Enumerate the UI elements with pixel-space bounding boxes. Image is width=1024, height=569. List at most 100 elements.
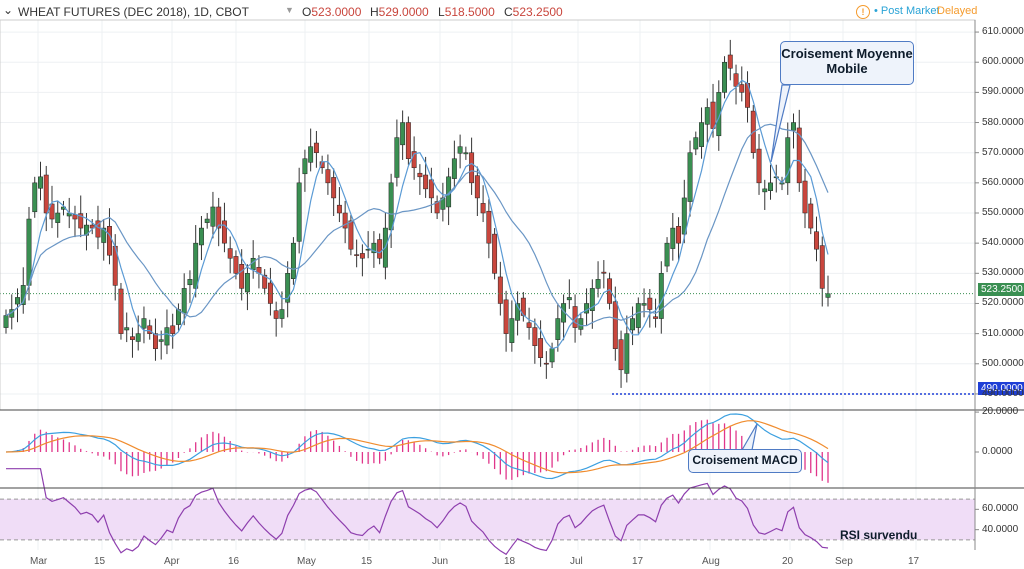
high-label: H [370, 5, 379, 19]
candle-body [653, 316, 659, 319]
candle-body [394, 137, 400, 178]
candle-body [78, 213, 84, 229]
candle-body [687, 152, 693, 202]
candle-body [601, 271, 607, 274]
ohlc-open: O523.0000 [302, 5, 361, 19]
candle-body [733, 73, 739, 87]
axes [0, 19, 1024, 550]
candle-body [532, 327, 538, 346]
candle-body [480, 203, 486, 214]
candle-body [796, 127, 802, 184]
candle-body [244, 273, 250, 293]
candle-body [262, 274, 268, 289]
candle-body [405, 122, 411, 159]
x-tick-label: May [297, 556, 316, 567]
candle-body [492, 233, 498, 274]
x-tick-label: 17 [908, 556, 920, 567]
macd-tick-label: 0.0000 [982, 446, 1013, 457]
rsi-tick-label: 60.0000 [982, 503, 1019, 515]
candle-body [676, 226, 681, 244]
candle-body [43, 174, 49, 214]
candle-body [72, 214, 78, 220]
post-market-status: • Post Market [874, 5, 940, 17]
y-tick-label: 540.0000 [982, 237, 1024, 249]
candle-body [3, 315, 9, 328]
candle-body [400, 122, 406, 146]
rsi-oversold-label[interactable]: RSI survendu [840, 528, 918, 542]
low-value: 518.5000 [444, 5, 495, 19]
candle-body [802, 180, 808, 214]
candle-body [153, 333, 158, 349]
candle-body [227, 248, 233, 259]
candle-body [589, 288, 595, 311]
delayed-label: Delayed [937, 5, 978, 17]
status-dot-icon: • [874, 5, 878, 17]
candle-body [135, 333, 141, 342]
candle-body [555, 318, 561, 340]
candle-body [124, 327, 130, 331]
candle-body [486, 210, 492, 244]
candle-body [681, 197, 687, 235]
candle-body [469, 152, 475, 184]
candle-body [388, 182, 394, 231]
macd-cross-callout[interactable]: Croisement MACD [688, 449, 802, 473]
x-tick-label: 15 [361, 556, 373, 567]
candle-body [371, 242, 377, 254]
y-tick-label: 500.0000 [982, 357, 1024, 369]
candle-body [566, 297, 572, 301]
candle-body [808, 203, 814, 229]
candle-body [428, 179, 434, 199]
x-tick-label: Mar [30, 556, 48, 567]
symbol-title[interactable]: WHEAT FUTURES (DEC 2018), 1D, CBOT [18, 5, 249, 19]
symbol-chevron-icon[interactable]: ▼ [285, 5, 294, 15]
candle-body [722, 61, 727, 93]
chart-header: ⌄ WHEAT FUTURES (DEC 2018), 1D, CBOT ▼ O… [0, 0, 1024, 24]
candle-body [578, 318, 584, 330]
candle-body [296, 182, 302, 242]
candle-body [647, 297, 653, 310]
candle-body [618, 339, 624, 371]
candle-body [101, 227, 107, 243]
y-tick-label: 530.0000 [982, 267, 1024, 279]
candle-body [423, 174, 429, 190]
support-price-tag: 490.0000 [978, 382, 1024, 395]
y-tick-label: 510.0000 [982, 327, 1024, 339]
candle-body [612, 301, 618, 349]
y-tick-label: 570.0000 [982, 146, 1024, 158]
candle-body [503, 299, 509, 334]
candle-body [768, 182, 773, 191]
candle-body [785, 137, 791, 184]
candle-body [584, 303, 590, 314]
y-tick-label: 580.0000 [982, 116, 1024, 128]
ohlc-low: L518.5000 [438, 5, 495, 19]
candle-body [509, 318, 515, 343]
rsi-tick-label: 40.0000 [982, 523, 1019, 535]
open-label: O [302, 5, 312, 19]
candle-body [704, 107, 710, 125]
candle-body [216, 206, 222, 229]
warning-icon[interactable]: ! [856, 5, 870, 19]
macd-callout-pointer [740, 423, 758, 451]
x-tick-label: Jul [570, 556, 583, 567]
candle-body [118, 288, 124, 334]
candle-body [463, 152, 469, 155]
candle-body [221, 220, 227, 244]
candle-body [595, 279, 601, 289]
ma-slow-line [5, 123, 829, 327]
candle-body [308, 146, 314, 163]
ma-cross-callout[interactable]: Croisement Moyenne Mobile [780, 41, 914, 85]
x-tick-label: 18 [504, 556, 516, 567]
candle-body [348, 220, 354, 250]
candle-body [325, 169, 331, 184]
close-label: C [504, 5, 513, 19]
candle-body [302, 158, 308, 175]
rsi-band [0, 499, 975, 540]
candle-body [630, 318, 636, 331]
candle-body [273, 310, 279, 319]
candle-body [549, 348, 555, 363]
last-price-tag: 523.2500 [978, 283, 1024, 296]
y-tick-label: 600.0000 [982, 56, 1024, 68]
candle-body [515, 303, 521, 321]
chevron-down-icon[interactable]: ⌄ [3, 3, 14, 17]
